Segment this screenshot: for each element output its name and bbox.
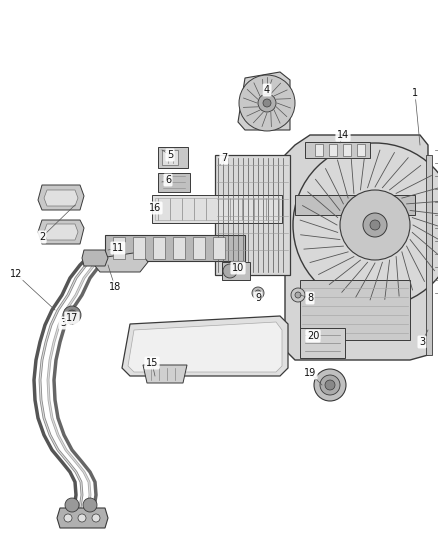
Polygon shape: [329, 144, 337, 156]
Text: 18: 18: [109, 282, 121, 292]
Polygon shape: [238, 72, 290, 130]
Text: 9: 9: [255, 293, 261, 303]
Circle shape: [63, 306, 81, 324]
Circle shape: [295, 292, 301, 298]
Circle shape: [293, 143, 438, 307]
Circle shape: [325, 380, 335, 390]
Polygon shape: [162, 150, 178, 165]
Circle shape: [370, 220, 380, 230]
Polygon shape: [113, 237, 125, 259]
Polygon shape: [315, 144, 323, 156]
Polygon shape: [285, 135, 428, 360]
Polygon shape: [105, 235, 245, 261]
Circle shape: [223, 264, 237, 278]
Polygon shape: [153, 237, 165, 259]
Text: 3: 3: [419, 337, 425, 347]
Polygon shape: [300, 280, 410, 340]
Text: 14: 14: [337, 130, 349, 140]
Text: 19: 19: [304, 368, 316, 378]
Polygon shape: [143, 365, 187, 383]
Circle shape: [320, 375, 340, 395]
Circle shape: [64, 514, 72, 522]
Circle shape: [67, 310, 77, 320]
Polygon shape: [82, 250, 108, 266]
Circle shape: [252, 287, 264, 299]
Circle shape: [65, 498, 79, 512]
Polygon shape: [122, 316, 288, 376]
Polygon shape: [44, 224, 78, 240]
Polygon shape: [38, 185, 84, 210]
Polygon shape: [295, 195, 415, 215]
Circle shape: [239, 75, 295, 131]
Text: 3: 3: [60, 318, 66, 328]
Polygon shape: [357, 144, 365, 156]
Polygon shape: [305, 142, 370, 158]
Polygon shape: [215, 155, 290, 275]
Text: 6: 6: [165, 175, 171, 185]
Text: 1: 1: [412, 88, 418, 98]
Text: 12: 12: [10, 269, 22, 279]
Text: 5: 5: [167, 150, 173, 160]
Text: 15: 15: [146, 358, 158, 368]
Polygon shape: [300, 328, 345, 358]
Polygon shape: [158, 147, 188, 168]
Text: 11: 11: [112, 243, 124, 253]
Circle shape: [314, 369, 346, 401]
Polygon shape: [158, 173, 190, 192]
Circle shape: [340, 190, 410, 260]
Text: 10: 10: [232, 263, 244, 273]
Text: 16: 16: [149, 203, 161, 213]
Polygon shape: [128, 322, 282, 372]
Text: 20: 20: [307, 331, 319, 341]
Text: 17: 17: [66, 313, 78, 323]
Polygon shape: [133, 237, 145, 259]
Polygon shape: [343, 144, 351, 156]
Text: 2: 2: [39, 232, 45, 242]
Polygon shape: [426, 155, 432, 355]
Circle shape: [78, 514, 86, 522]
Polygon shape: [38, 220, 84, 244]
Polygon shape: [152, 195, 282, 223]
Circle shape: [363, 213, 387, 237]
Text: 4: 4: [264, 85, 270, 95]
Circle shape: [258, 94, 276, 112]
Text: 7: 7: [221, 153, 227, 163]
Polygon shape: [95, 252, 148, 272]
Polygon shape: [193, 237, 205, 259]
Circle shape: [291, 288, 305, 302]
Polygon shape: [222, 262, 250, 280]
Polygon shape: [213, 237, 225, 259]
Circle shape: [263, 99, 271, 107]
Circle shape: [92, 514, 100, 522]
Polygon shape: [173, 237, 185, 259]
Circle shape: [255, 290, 261, 296]
Polygon shape: [44, 190, 78, 206]
Text: 8: 8: [307, 293, 313, 303]
Polygon shape: [57, 508, 108, 528]
Circle shape: [83, 498, 97, 512]
